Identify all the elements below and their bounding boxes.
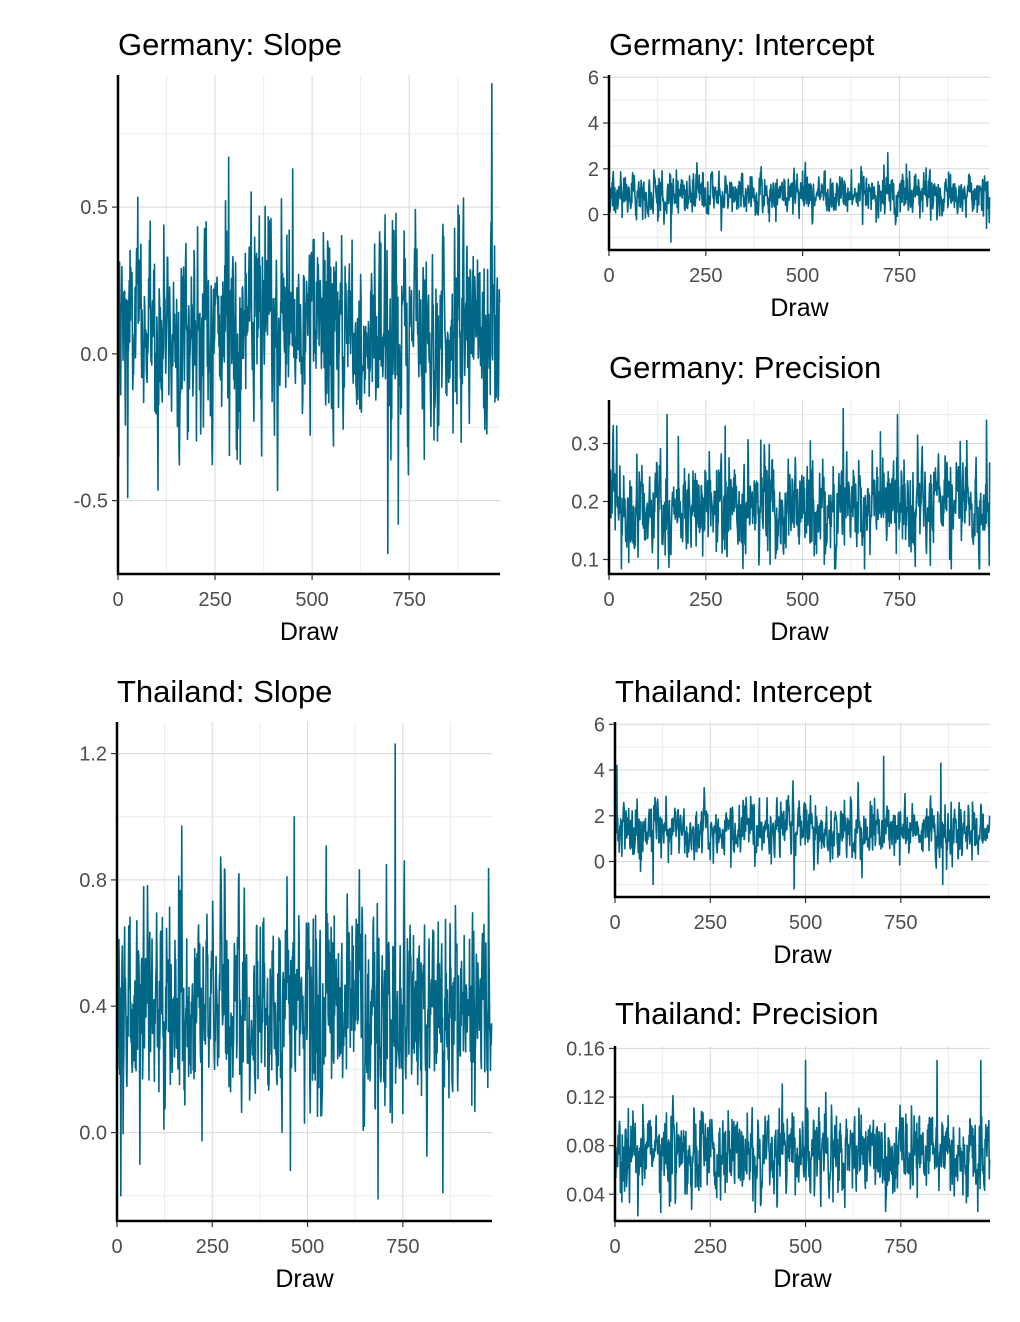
y-tick-label: 0 [594,852,605,874]
x-tick-label: 0 [112,589,123,611]
x-tick-label: 500 [786,265,819,287]
y-tick-label: -0.5 [74,491,108,513]
x-axis-title: Draw [770,618,829,646]
trace-series-line [614,1059,991,1217]
x-tick-label: 0 [609,912,620,934]
y-tick-label: 2 [594,806,605,828]
y-tick-label: 0.12 [566,1087,605,1109]
y-tick-label: 4 [588,113,599,135]
panel-germany-precision: 0 250 500 750 0.1 0.2 0.3 Germany: Precision Dra… [571,350,991,646]
y-tick-label: 0.0 [79,1123,107,1145]
y-tick-label: 0.3 [571,434,599,456]
y-tick-label: 0.16 [566,1038,605,1060]
x-axis-title: Draw [280,618,339,646]
y-tick-label: 0.04 [566,1184,605,1206]
x-tick-label: 750 [883,265,916,287]
x-tick-label: 0 [603,265,614,287]
y-tick-label: 4 [594,760,605,782]
x-axis-title: Draw [773,941,832,969]
y-tick-label: 0.8 [79,870,107,892]
x-tick-label: 250 [198,589,231,611]
x-tick-label: 750 [392,589,425,611]
y-tick-label: 2 [588,159,599,181]
x-tick-label: 750 [884,1236,917,1258]
x-tick-label: 250 [694,1236,727,1258]
x-tick-label: 250 [689,589,722,611]
y-tick-label: 6 [594,714,605,736]
x-tick-label: 0 [111,1236,122,1258]
x-tick-label: 750 [386,1236,419,1258]
y-tick-label: 0 [588,205,599,227]
x-axis-title: Draw [770,294,829,322]
x-tick-label: 500 [789,1236,822,1258]
panel-thailand-intercept: 0 250 500 750 0 2 4 6 Thailand: Intercept Draw [594,674,991,969]
trace-series-line [117,83,501,555]
x-axis-title: Draw [773,1265,832,1293]
trace-series-line [614,755,991,890]
y-tick-label: 6 [588,67,599,89]
y-tick-label: 0.4 [79,996,107,1018]
panel-germany-intercept: 0 250 500 750 0 2 4 6 Germany: Intercept Draw [588,27,991,322]
x-tick-label: 500 [295,589,328,611]
panel-title: Germany: Precision [609,350,881,385]
y-tick-label: 0.0 [80,344,108,366]
x-tick-label: 250 [689,265,722,287]
panel-title: Thailand: Slope [117,674,332,709]
x-axis-title: Draw [275,1265,334,1293]
panel-germany-slope: 0 250 500 750 -0.5 0.0 0.5 Germany: Slope Draw [74,27,501,646]
x-tick-label: 250 [196,1236,229,1258]
trace-series-line [608,407,991,570]
panel-title: Germany: Slope [118,27,342,62]
panel-title: Thailand: Intercept [615,674,872,709]
y-tick-label: 0.5 [80,197,108,219]
trace-series-line [608,151,991,243]
x-tick-label: 500 [789,912,822,934]
panel-thailand-precision: 0 250 500 750 0.04 0.08 0.12 0.16 Thailand: Prec… [566,996,991,1293]
x-tick-label: 500 [786,589,819,611]
x-tick-label: 250 [694,912,727,934]
x-tick-label: 750 [883,589,916,611]
x-tick-label: 0 [609,1236,620,1258]
y-tick-label: 1.2 [79,744,107,766]
y-tick-label: 0.08 [566,1136,605,1158]
panel-title: Thailand: Precision [615,996,879,1031]
panel-thailand-slope: 0 250 500 750 0.0 0.4 0.8 1.2 Thailand: Slope Dra… [79,674,493,1293]
trace-series-line [116,743,493,1200]
x-tick-label: 500 [291,1236,324,1258]
panel-title: Germany: Intercept [609,27,875,62]
y-tick-label: 0.2 [571,492,599,514]
x-tick-label: 750 [884,912,917,934]
x-tick-label: 0 [603,589,614,611]
y-tick-label: 0.1 [571,550,599,572]
